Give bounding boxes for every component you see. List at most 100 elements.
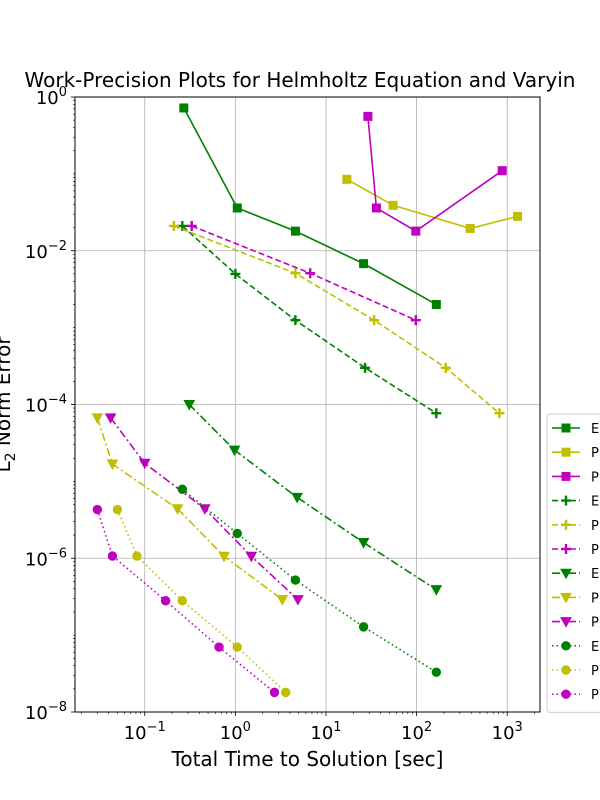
data-point: [177, 596, 188, 606]
chart-title: Work-Precision Plots for Helmholtz Equat…: [25, 68, 576, 92]
x-tick-label: 10−1: [124, 720, 166, 744]
x-tick-label: 103: [492, 720, 523, 744]
data-point: [359, 259, 369, 269]
tick-layer: 10−1 100 101 102 103 10−8 10−6 10−4 10−2 100: [25, 85, 535, 744]
series-6: [186, 220, 421, 326]
series-8: [91, 413, 289, 606]
data-point: [183, 400, 196, 411]
x-axis-label: Total Time to Solution [sec]: [171, 747, 444, 771]
data-point: [561, 423, 571, 433]
data-point: [232, 528, 242, 539]
legend-item: E: [552, 422, 599, 437]
series-line: [116, 509, 287, 693]
data-point: [104, 413, 117, 424]
legend-item: E: [552, 640, 599, 655]
data-point: [168, 220, 179, 231]
data-point: [430, 585, 443, 596]
series-line: [188, 403, 437, 591]
legend-label: P: [591, 470, 599, 485]
series-layer: [91, 103, 523, 698]
series-12: [92, 504, 280, 698]
data-point: [218, 551, 230, 563]
data-point: [431, 299, 441, 309]
data-point: [292, 595, 304, 606]
series-line: [173, 225, 500, 414]
data-point: [232, 203, 242, 213]
data-point: [440, 362, 451, 373]
series-7: [183, 400, 443, 596]
data-point: [214, 642, 224, 652]
series-2: [342, 174, 523, 233]
legend-item: P: [552, 470, 599, 485]
data-point: [305, 268, 316, 279]
data-point: [371, 203, 381, 213]
data-point: [513, 211, 523, 221]
series-line: [346, 178, 518, 230]
legend-label: P: [591, 519, 599, 534]
data-point: [232, 642, 242, 652]
data-point: [138, 458, 151, 470]
series-5: [168, 220, 505, 419]
series-9: [104, 413, 304, 606]
series-4: [177, 220, 442, 419]
legend-label: E: [591, 567, 599, 582]
data-point: [561, 689, 571, 699]
legend-label: P: [591, 446, 599, 461]
data-point: [431, 408, 442, 419]
data-point: [561, 641, 571, 651]
data-point: [358, 622, 369, 632]
data-point: [290, 315, 301, 326]
data-point: [560, 617, 572, 628]
legend-box: [546, 413, 600, 713]
data-point: [369, 315, 380, 326]
data-point: [561, 447, 571, 457]
data-point: [92, 504, 103, 515]
data-point: [561, 495, 571, 506]
data-point: [186, 220, 197, 231]
data-point: [160, 596, 171, 606]
y-tick-label: 10−6: [25, 546, 67, 570]
legend-label: E: [591, 422, 599, 437]
data-point: [269, 687, 280, 698]
legend-label: E: [591, 640, 599, 655]
data-point: [465, 223, 475, 233]
data-point: [497, 166, 507, 176]
data-point: [230, 268, 241, 279]
y-axis-label: L2 Norm Error: [0, 336, 19, 473]
legend-label: E: [591, 495, 599, 510]
legend-item: P: [552, 446, 599, 461]
data-point: [291, 492, 303, 504]
data-point: [112, 504, 123, 515]
data-point: [179, 103, 189, 113]
data-point: [290, 575, 301, 585]
legend-item: P: [552, 591, 599, 606]
data-point: [290, 226, 300, 236]
legend-label: P: [591, 591, 599, 606]
legend-label: P: [591, 543, 599, 558]
data-point: [561, 519, 571, 530]
data-point: [245, 551, 258, 563]
legend-item: P: [552, 543, 599, 558]
legend-label: P: [591, 688, 599, 703]
data-point: [561, 544, 571, 554]
data-point: [276, 595, 289, 606]
legend-item: E: [552, 567, 599, 582]
x-tick-label: 100: [220, 720, 251, 744]
data-point: [357, 538, 370, 549]
legend-label: P: [591, 664, 599, 679]
data-point: [410, 315, 421, 326]
data-point: [411, 226, 421, 236]
series-10: [177, 484, 442, 677]
data-point: [171, 504, 184, 515]
legend-item: E: [552, 495, 599, 510]
data-point: [106, 459, 119, 471]
y-tick-label: 100: [36, 85, 67, 109]
data-point: [228, 445, 241, 457]
x-tick-label: 101: [310, 720, 341, 744]
data-point: [561, 665, 571, 675]
data-point: [431, 667, 442, 677]
data-point: [363, 111, 373, 121]
series-line: [367, 116, 503, 233]
